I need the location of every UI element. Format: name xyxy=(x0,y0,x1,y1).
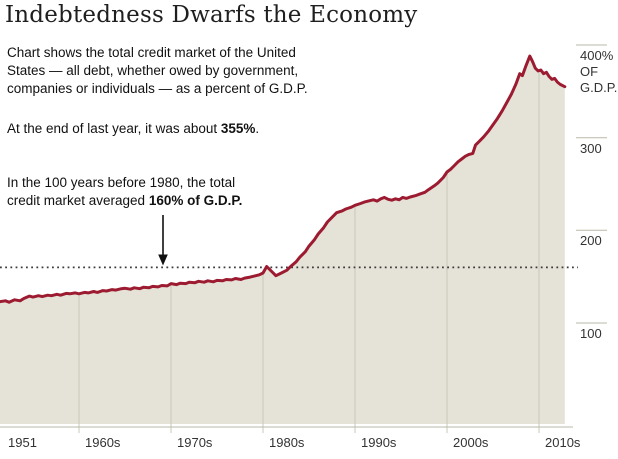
chart-description: Chart shows the total credit market of t… xyxy=(7,44,359,98)
y-tick-100: 100 xyxy=(580,326,602,341)
description-line-1: Chart shows the total credit market of t… xyxy=(7,45,296,60)
decade-gridlines xyxy=(78,71,540,433)
average-line-1: In the 100 years before 1980, the total xyxy=(7,175,236,190)
latest-value-period: . xyxy=(255,121,260,136)
y-axis-ticks xyxy=(576,44,607,324)
x-tick-1960s: 1960s xyxy=(85,435,121,450)
down-arrow-icon xyxy=(158,215,168,266)
y-tick-400-value: 400% xyxy=(580,48,614,63)
x-tick-1951: 1951 xyxy=(8,435,37,450)
y-tick-300: 300 xyxy=(580,141,602,156)
latest-value-callout: At the end of last year, it was about 35… xyxy=(7,120,347,138)
x-tick-2000s: 2000s xyxy=(453,435,489,450)
y-axis-unit-of: OF xyxy=(580,64,599,79)
average-callout: In the 100 years before 1980, the total … xyxy=(7,174,267,210)
average-value-number: 160% of G.D.P. xyxy=(148,193,243,208)
x-tick-1990s: 1990s xyxy=(361,435,397,450)
x-tick-1970s: 1970s xyxy=(177,435,213,450)
description-line-2: States — all debt, whether owed by gover… xyxy=(7,63,299,78)
area-fill xyxy=(0,56,565,424)
debt-line xyxy=(0,54,567,304)
y-tick-200: 200 xyxy=(580,233,602,248)
y-tick-400: 400% OF G.D.P. xyxy=(580,48,617,96)
latest-value-number: 355% xyxy=(220,121,256,136)
x-tick-2010s: 2010s xyxy=(545,435,581,450)
y-axis-unit-gdp: G.D.P. xyxy=(580,80,618,95)
average-line-2: credit market averaged 160% of G.D.P. xyxy=(7,192,267,210)
x-tick-1980s: 1980s xyxy=(269,435,305,450)
average-line-2-text: credit market averaged xyxy=(7,193,149,208)
description-line-3: companies or individuals — as a percent … xyxy=(7,81,308,96)
page-title: Indebtedness Dwarfs the Economy xyxy=(5,2,418,28)
latest-value-text: At the end of last year, it was about xyxy=(7,121,221,136)
